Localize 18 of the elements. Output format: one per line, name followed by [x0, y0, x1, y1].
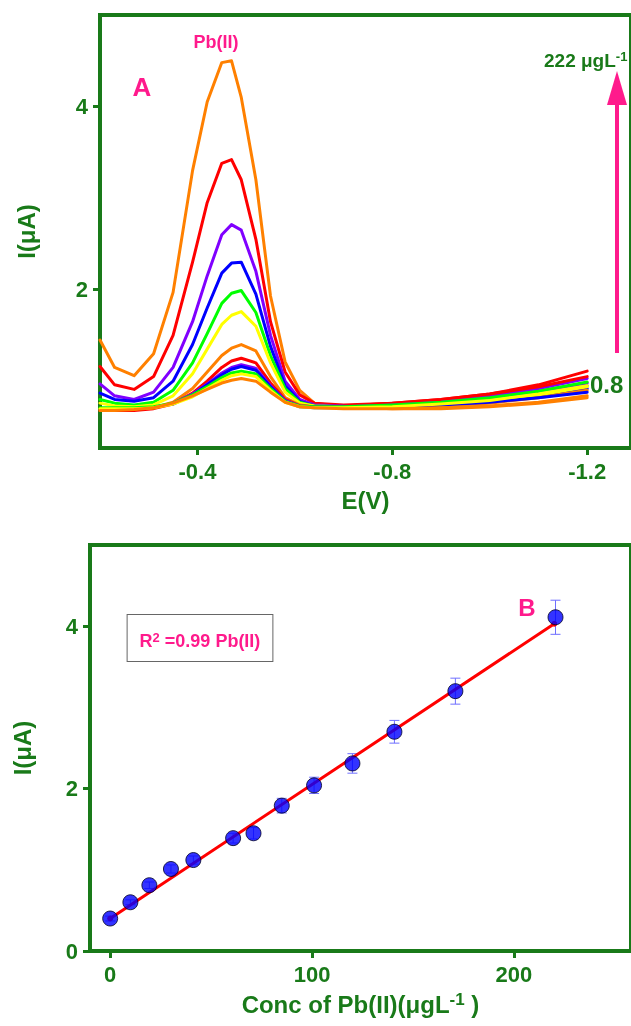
annotation: B [518, 593, 536, 621]
x-tick-label: -0.8 [373, 458, 412, 484]
x-tick-label: 0 [104, 961, 117, 987]
annotation: 0.8 [590, 370, 624, 398]
y-tick-label: 2 [75, 277, 88, 303]
annotation: Pb(II) [193, 32, 239, 52]
y-tick-label: 4 [75, 94, 89, 120]
y-tick-label: 0 [65, 938, 78, 964]
x-tick-label: -1.2 [568, 458, 607, 484]
x-axis-title: E(V) [341, 486, 390, 514]
x-tick-label: -0.4 [178, 458, 218, 484]
y-tick-label: 4 [65, 613, 79, 639]
y-tick-label: 2 [65, 776, 78, 802]
x-tick-label: 200 [495, 961, 533, 987]
y-axis-title: I(μA) [8, 720, 36, 776]
annotation: A [132, 72, 152, 102]
y-axis-title: I(μA) [12, 204, 40, 259]
x-tick-label: 100 [293, 961, 331, 987]
